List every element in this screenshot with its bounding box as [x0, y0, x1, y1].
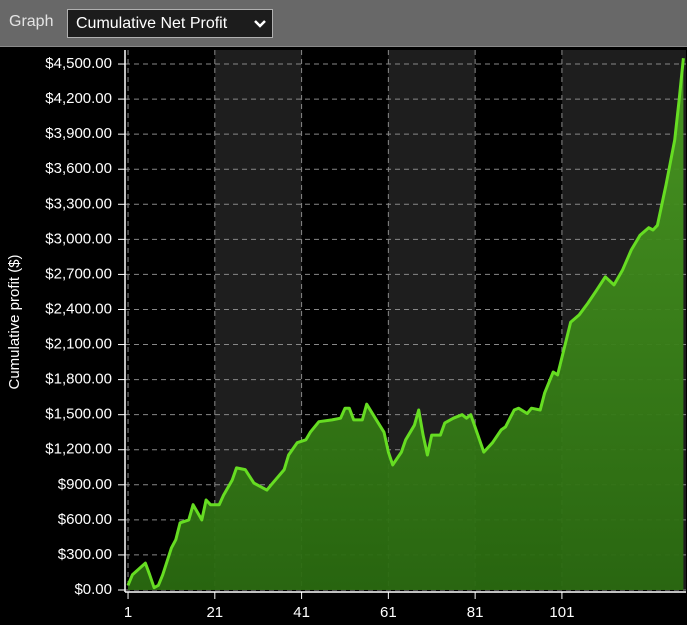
x-tick-label: 1	[124, 604, 132, 621]
y-tick-label: $3,300.00	[45, 195, 112, 212]
x-tick-label: 41	[293, 604, 310, 621]
toolbar: Graph Cumulative Net Profit	[0, 0, 687, 47]
y-tick-label: $3,600.00	[45, 160, 112, 177]
y-tick-label: $0.00	[74, 581, 112, 598]
y-tick-label: $1,500.00	[45, 406, 112, 423]
y-tick-label: $1,200.00	[45, 441, 112, 458]
x-tick-label: 61	[380, 604, 397, 621]
y-tick-label: $2,700.00	[45, 265, 112, 282]
y-tick-label: $2,100.00	[45, 336, 112, 353]
chart: Cumulative profit ($) $0.00 $300.00 $600.0…	[6, 50, 686, 621]
dropdown-text: Cumulative Net Profit	[76, 15, 228, 32]
chevron	[254, 20, 266, 28]
y-tick-label: $600.00	[58, 511, 112, 528]
x-tick-label: 81	[467, 604, 484, 621]
area	[128, 58, 684, 590]
line	[126, 58, 685, 590]
graph-dropdown[interactable]: Cumulative Net Profit	[67, 9, 273, 38]
graph-label: Graph	[9, 13, 54, 30]
y-tick-label: $2,400.00	[45, 300, 112, 317]
x-tick-label: 101	[549, 604, 574, 621]
y-tick-label: $3,900.00	[45, 125, 112, 142]
y-tick-label: $3,000.00	[45, 230, 112, 247]
y-tick-label: $4,500.00	[45, 55, 112, 72]
y-tick-label: $1,800.00	[45, 371, 112, 388]
x-tick-label: 21	[206, 604, 223, 621]
y-tick-label: $300.00	[58, 546, 112, 563]
y-axis-label: Cumulative profit ($)	[6, 254, 23, 389]
y-tick-label: $900.00	[58, 476, 112, 493]
y-tick-label: $4,200.00	[45, 90, 112, 107]
